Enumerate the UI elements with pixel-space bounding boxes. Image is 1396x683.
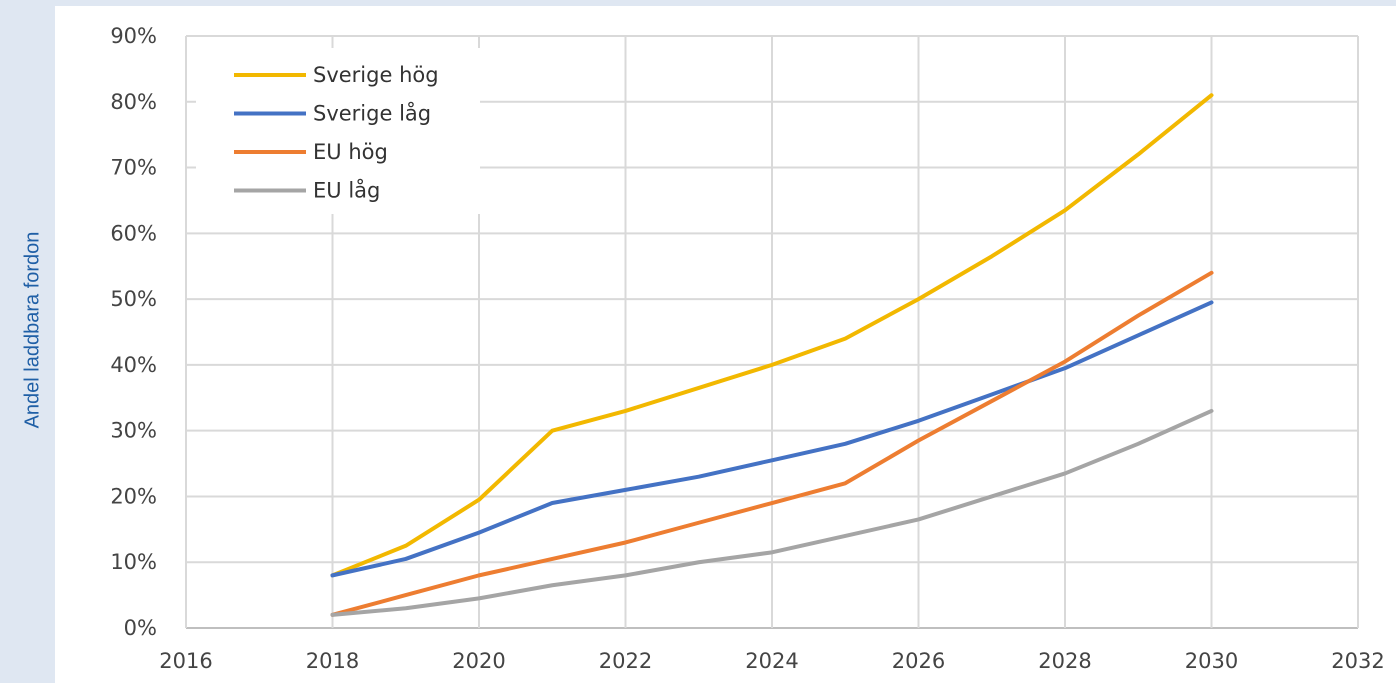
legend-label: EU låg (313, 178, 380, 203)
series-line-eu-h-g (330, 270, 1214, 617)
series-line-sverige-l-g (330, 300, 1214, 578)
x-tick-label: 2016 (159, 649, 212, 673)
y-tick-label: 60% (110, 221, 157, 245)
x-tick-label: 2022 (599, 649, 652, 673)
legend-label: Sverige hög (313, 63, 439, 87)
x-tick-label: 2028 (1038, 649, 1091, 673)
y-tick-label: 90% (110, 24, 157, 48)
y-tick-label: 40% (110, 353, 157, 377)
y-tick-label: 30% (110, 419, 157, 443)
x-tick-label: 2030 (1185, 649, 1238, 673)
y-tick-label: 20% (110, 484, 157, 508)
x-tick-label: 2020 (452, 649, 505, 673)
y-tick-label: 70% (110, 156, 157, 180)
series-lines (330, 93, 1214, 617)
y-tick-label: 50% (110, 287, 157, 311)
x-tick-labels: 2016 2018 2020 2022 2024 2026 2028 2030 2032 (159, 649, 1384, 673)
x-tick-label: 2032 (1331, 649, 1384, 673)
y-tick-labels: 0% 10% 20% 30% 40% 50% 60% 70% 80% 90% (110, 24, 157, 640)
y-tick-label: 0% (124, 616, 157, 640)
x-tick-label: 2024 (745, 649, 798, 673)
series-line-sverige-h-g (330, 93, 1214, 578)
y-tick-label: 80% (110, 90, 157, 114)
x-tick-label: 2018 (306, 649, 359, 673)
legend: Sverige hög Sverige låg EU hög EU låg (196, 48, 480, 214)
legend-label: EU hög (313, 140, 388, 164)
x-tick-label: 2026 (892, 649, 945, 673)
legend-label: Sverige låg (313, 101, 431, 126)
series-line-eu-l-g (330, 408, 1214, 617)
y-tick-label: 10% (110, 550, 157, 574)
